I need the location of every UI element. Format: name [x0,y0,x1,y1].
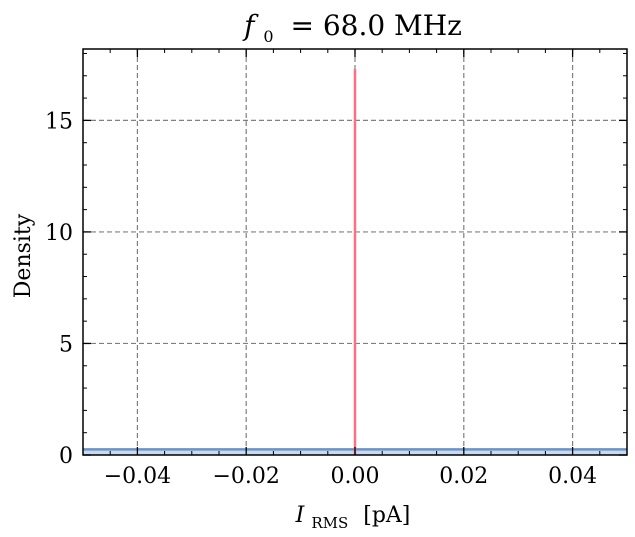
x-axis-label: I RMS [pA] [295,503,411,534]
chart-title: f 0 = 68.0 MHz [242,9,462,49]
x-tick-label-3: 0.02 [439,464,488,489]
x-tick-label-0: −0.04 [104,464,171,489]
y-tick-label-2: 10 [45,221,73,246]
plot-area: −0.04 −0.02 0.00 0.02 0.04 0 5 10 15 [45,48,628,489]
title-var: f [242,9,259,42]
y-tick-label-3: 15 [45,109,73,134]
x-tick-label-4: 0.04 [548,464,597,489]
xlabel-subscript: RMS [311,514,348,532]
xlabel-var: I [295,503,306,528]
title-value: = 68.0 MHz [290,9,461,42]
y-axis-label: Density [11,213,36,298]
x-tick-label-1: −0.02 [212,464,279,489]
y-tick-label-1: 5 [59,332,73,357]
y-tick-label-0: 0 [59,444,73,469]
xlabel-unit: [pA] [363,503,410,528]
title-subscript: 0 [263,27,273,46]
x-tick-label-2: 0.00 [331,464,380,489]
